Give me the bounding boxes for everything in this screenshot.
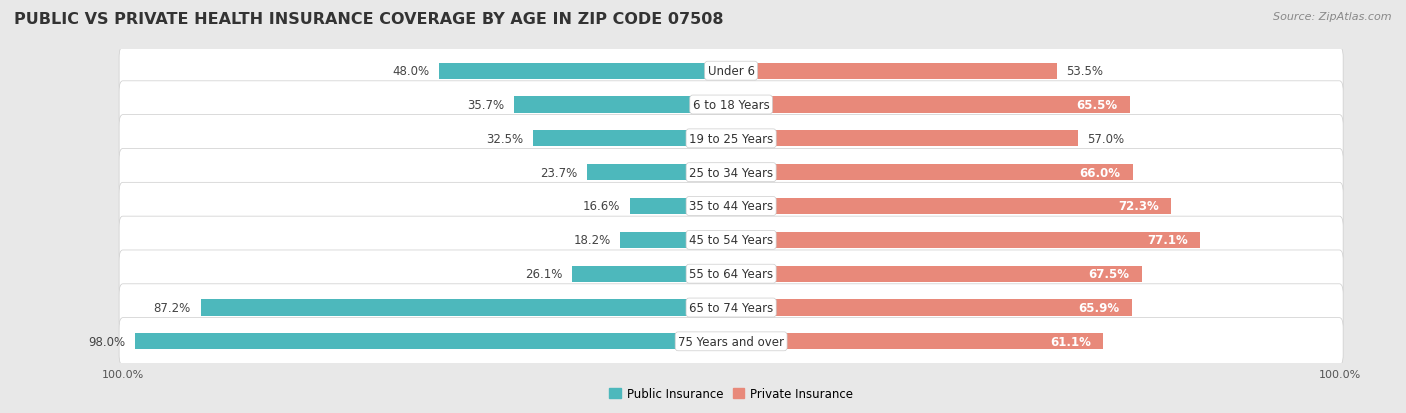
FancyBboxPatch shape	[120, 48, 1343, 95]
FancyBboxPatch shape	[120, 284, 1343, 331]
Text: 45 to 54 Years: 45 to 54 Years	[689, 234, 773, 247]
Text: PUBLIC VS PRIVATE HEALTH INSURANCE COVERAGE BY AGE IN ZIP CODE 07508: PUBLIC VS PRIVATE HEALTH INSURANCE COVER…	[14, 12, 724, 27]
FancyBboxPatch shape	[120, 217, 1343, 264]
Bar	[731, 131, 1078, 147]
Bar	[731, 165, 1133, 181]
Bar	[731, 97, 1129, 113]
Text: 72.3%: 72.3%	[1118, 200, 1159, 213]
FancyBboxPatch shape	[120, 115, 1343, 163]
Text: 26.1%: 26.1%	[526, 268, 562, 280]
Text: 6 to 18 Years: 6 to 18 Years	[693, 99, 769, 112]
Text: 25 to 34 Years: 25 to 34 Years	[689, 166, 773, 179]
Bar	[731, 198, 1171, 215]
Bar	[572, 266, 731, 282]
Bar	[439, 64, 731, 80]
Bar	[135, 333, 731, 349]
Text: Source: ZipAtlas.com: Source: ZipAtlas.com	[1274, 12, 1392, 22]
Text: 53.5%: 53.5%	[1066, 65, 1104, 78]
Bar	[731, 64, 1056, 80]
Legend: Public Insurance, Private Insurance: Public Insurance, Private Insurance	[605, 382, 858, 405]
Text: 32.5%: 32.5%	[486, 133, 523, 145]
Bar	[731, 333, 1102, 349]
FancyBboxPatch shape	[120, 250, 1343, 298]
Text: 35.7%: 35.7%	[467, 99, 505, 112]
Text: 65.9%: 65.9%	[1078, 301, 1119, 314]
Text: 65.5%: 65.5%	[1077, 99, 1118, 112]
Bar	[630, 198, 731, 215]
FancyBboxPatch shape	[120, 318, 1343, 365]
Text: 19 to 25 Years: 19 to 25 Years	[689, 133, 773, 145]
Bar	[586, 165, 731, 181]
Bar	[201, 300, 731, 316]
FancyBboxPatch shape	[120, 183, 1343, 230]
Text: 48.0%: 48.0%	[392, 65, 429, 78]
Bar	[731, 266, 1142, 282]
Text: 18.2%: 18.2%	[574, 234, 610, 247]
Text: 23.7%: 23.7%	[540, 166, 578, 179]
Text: 65 to 74 Years: 65 to 74 Years	[689, 301, 773, 314]
Text: 35 to 44 Years: 35 to 44 Years	[689, 200, 773, 213]
Text: 66.0%: 66.0%	[1080, 166, 1121, 179]
Text: 67.5%: 67.5%	[1088, 268, 1129, 280]
Bar	[620, 232, 731, 248]
Text: 77.1%: 77.1%	[1147, 234, 1188, 247]
FancyBboxPatch shape	[120, 82, 1343, 129]
Bar	[515, 97, 731, 113]
Text: 57.0%: 57.0%	[1088, 133, 1125, 145]
Text: 87.2%: 87.2%	[153, 301, 191, 314]
Text: Under 6: Under 6	[707, 65, 755, 78]
Text: 55 to 64 Years: 55 to 64 Years	[689, 268, 773, 280]
Bar	[731, 232, 1201, 248]
Text: 75 Years and over: 75 Years and over	[678, 335, 785, 348]
Text: 98.0%: 98.0%	[89, 335, 125, 348]
Bar	[533, 131, 731, 147]
FancyBboxPatch shape	[120, 149, 1343, 196]
Text: 16.6%: 16.6%	[583, 200, 620, 213]
Bar	[731, 300, 1132, 316]
Text: 61.1%: 61.1%	[1050, 335, 1091, 348]
